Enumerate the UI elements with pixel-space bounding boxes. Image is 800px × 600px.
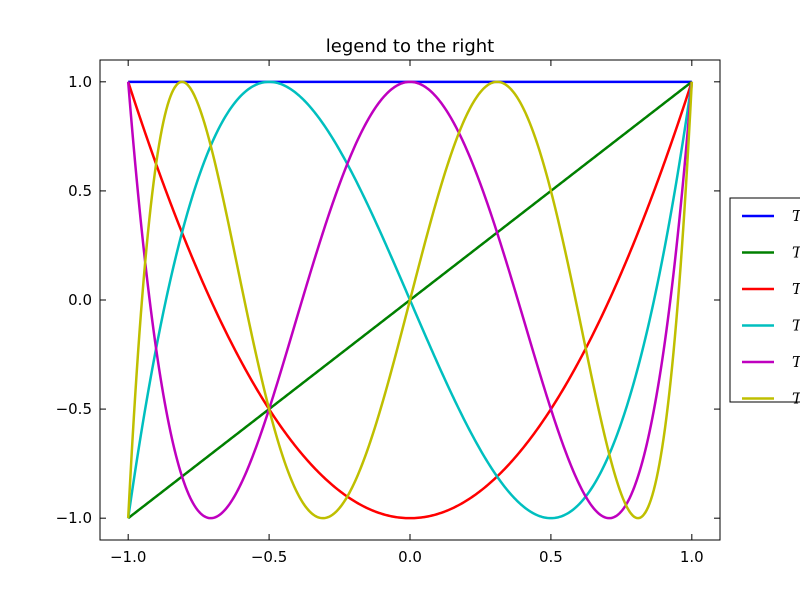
legend-label: T [792, 317, 800, 335]
legend-box [729, 197, 800, 403]
y-tick-label: 1.0 [68, 73, 92, 91]
y-tick-label: 0.0 [68, 291, 92, 309]
legend: TTTTTT [729, 197, 800, 408]
chart-title: legend to the right [326, 36, 494, 57]
series-line-5 [126, 80, 694, 520]
legend-label: T [792, 353, 800, 371]
y-tick-label: 0.5 [68, 182, 92, 200]
y-tick-label: −0.5 [56, 400, 92, 418]
x-tick-label: 0.0 [398, 548, 422, 566]
y-tick-label: −1.0 [56, 509, 92, 527]
series-line-4 [126, 80, 694, 520]
legend-label: T [792, 390, 800, 408]
axis-ticks: −1.0 −0.5 0.0 0.5 1.0 −1.0 −0.5 0.0 0.5 1.0 [56, 60, 720, 566]
x-tick-label: −1.0 [110, 548, 146, 566]
x-tick-label: 1.0 [680, 548, 704, 566]
series-line-2 [126, 81, 694, 520]
legend-label: T [792, 244, 800, 262]
series-layer [126, 80, 694, 520]
legend-label: T [792, 207, 800, 225]
x-tick-label: −0.5 [251, 548, 287, 566]
legend-label: T [792, 280, 800, 298]
x-tick-label: 0.5 [539, 548, 563, 566]
